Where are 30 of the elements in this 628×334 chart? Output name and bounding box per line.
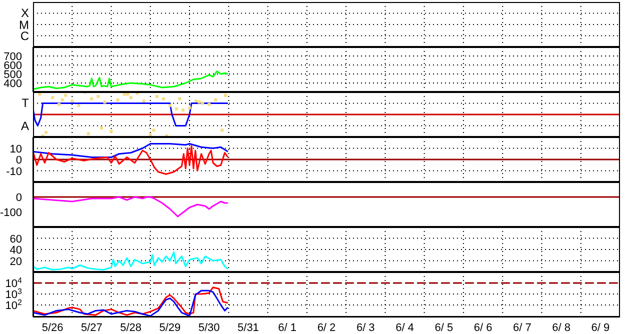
y-tick-label: -100	[0, 207, 22, 219]
y-tick-label: -10	[6, 166, 22, 178]
x-tick-label: 6/ 2	[317, 322, 336, 334]
x-tick-label: 6/ 9	[591, 322, 610, 334]
text: M	[19, 18, 29, 32]
y-tick-label: 20	[10, 256, 22, 268]
y-tick-label: 0	[16, 192, 22, 204]
x-tick-label: 6/ 7	[512, 322, 532, 334]
y-tick-label: 400	[4, 78, 22, 90]
x-tick-label: 5/29	[159, 322, 181, 334]
x-tick-label: 6/ 3	[356, 322, 375, 334]
y-tick-label: 10$^{2}$	[5, 297, 23, 312]
x-tick-label: 6/ 6	[474, 322, 492, 334]
y-tick-label: 0	[16, 154, 22, 166]
x-tick-label: 5/26	[42, 322, 64, 334]
x-tick-label: 5/31	[238, 322, 259, 334]
x-tick-label: 6/ 4	[396, 322, 414, 334]
y-tick-label: 60	[10, 233, 22, 246]
y-tick-label: 40	[10, 244, 22, 256]
x-tick-label: 6/ 5	[434, 322, 454, 334]
text: T	[22, 96, 29, 110]
text: C	[20, 28, 29, 43]
x-tick-label: 5/28	[120, 322, 142, 334]
text: X	[20, 6, 29, 20]
y-tick-label: 10	[10, 143, 22, 156]
x-tick-label: 5/30	[198, 322, 220, 334]
x-tick-label: 6/ 1	[278, 322, 297, 334]
x-tick-label: 6/ 8	[552, 322, 570, 334]
text: A	[20, 118, 29, 133]
x-tick-label: 5/27	[80, 322, 102, 334]
